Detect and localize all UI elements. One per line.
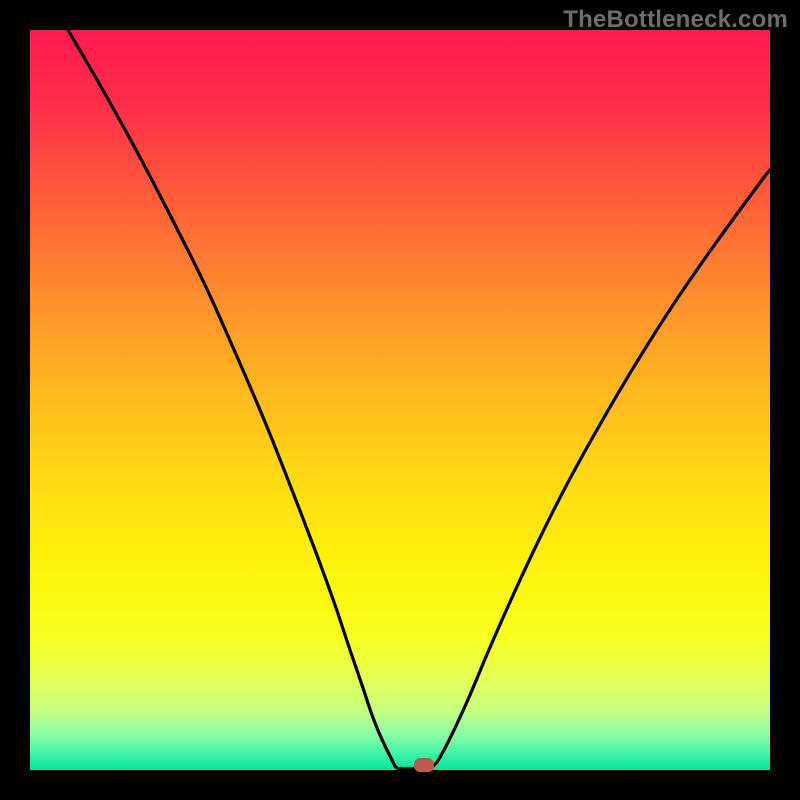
chart-container: TheBottleneck.com: [0, 0, 800, 800]
optimal-point-marker: [414, 758, 434, 772]
curve-path: [68, 30, 770, 769]
bottleneck-curve: [30, 30, 770, 770]
plot-area: [30, 30, 770, 770]
